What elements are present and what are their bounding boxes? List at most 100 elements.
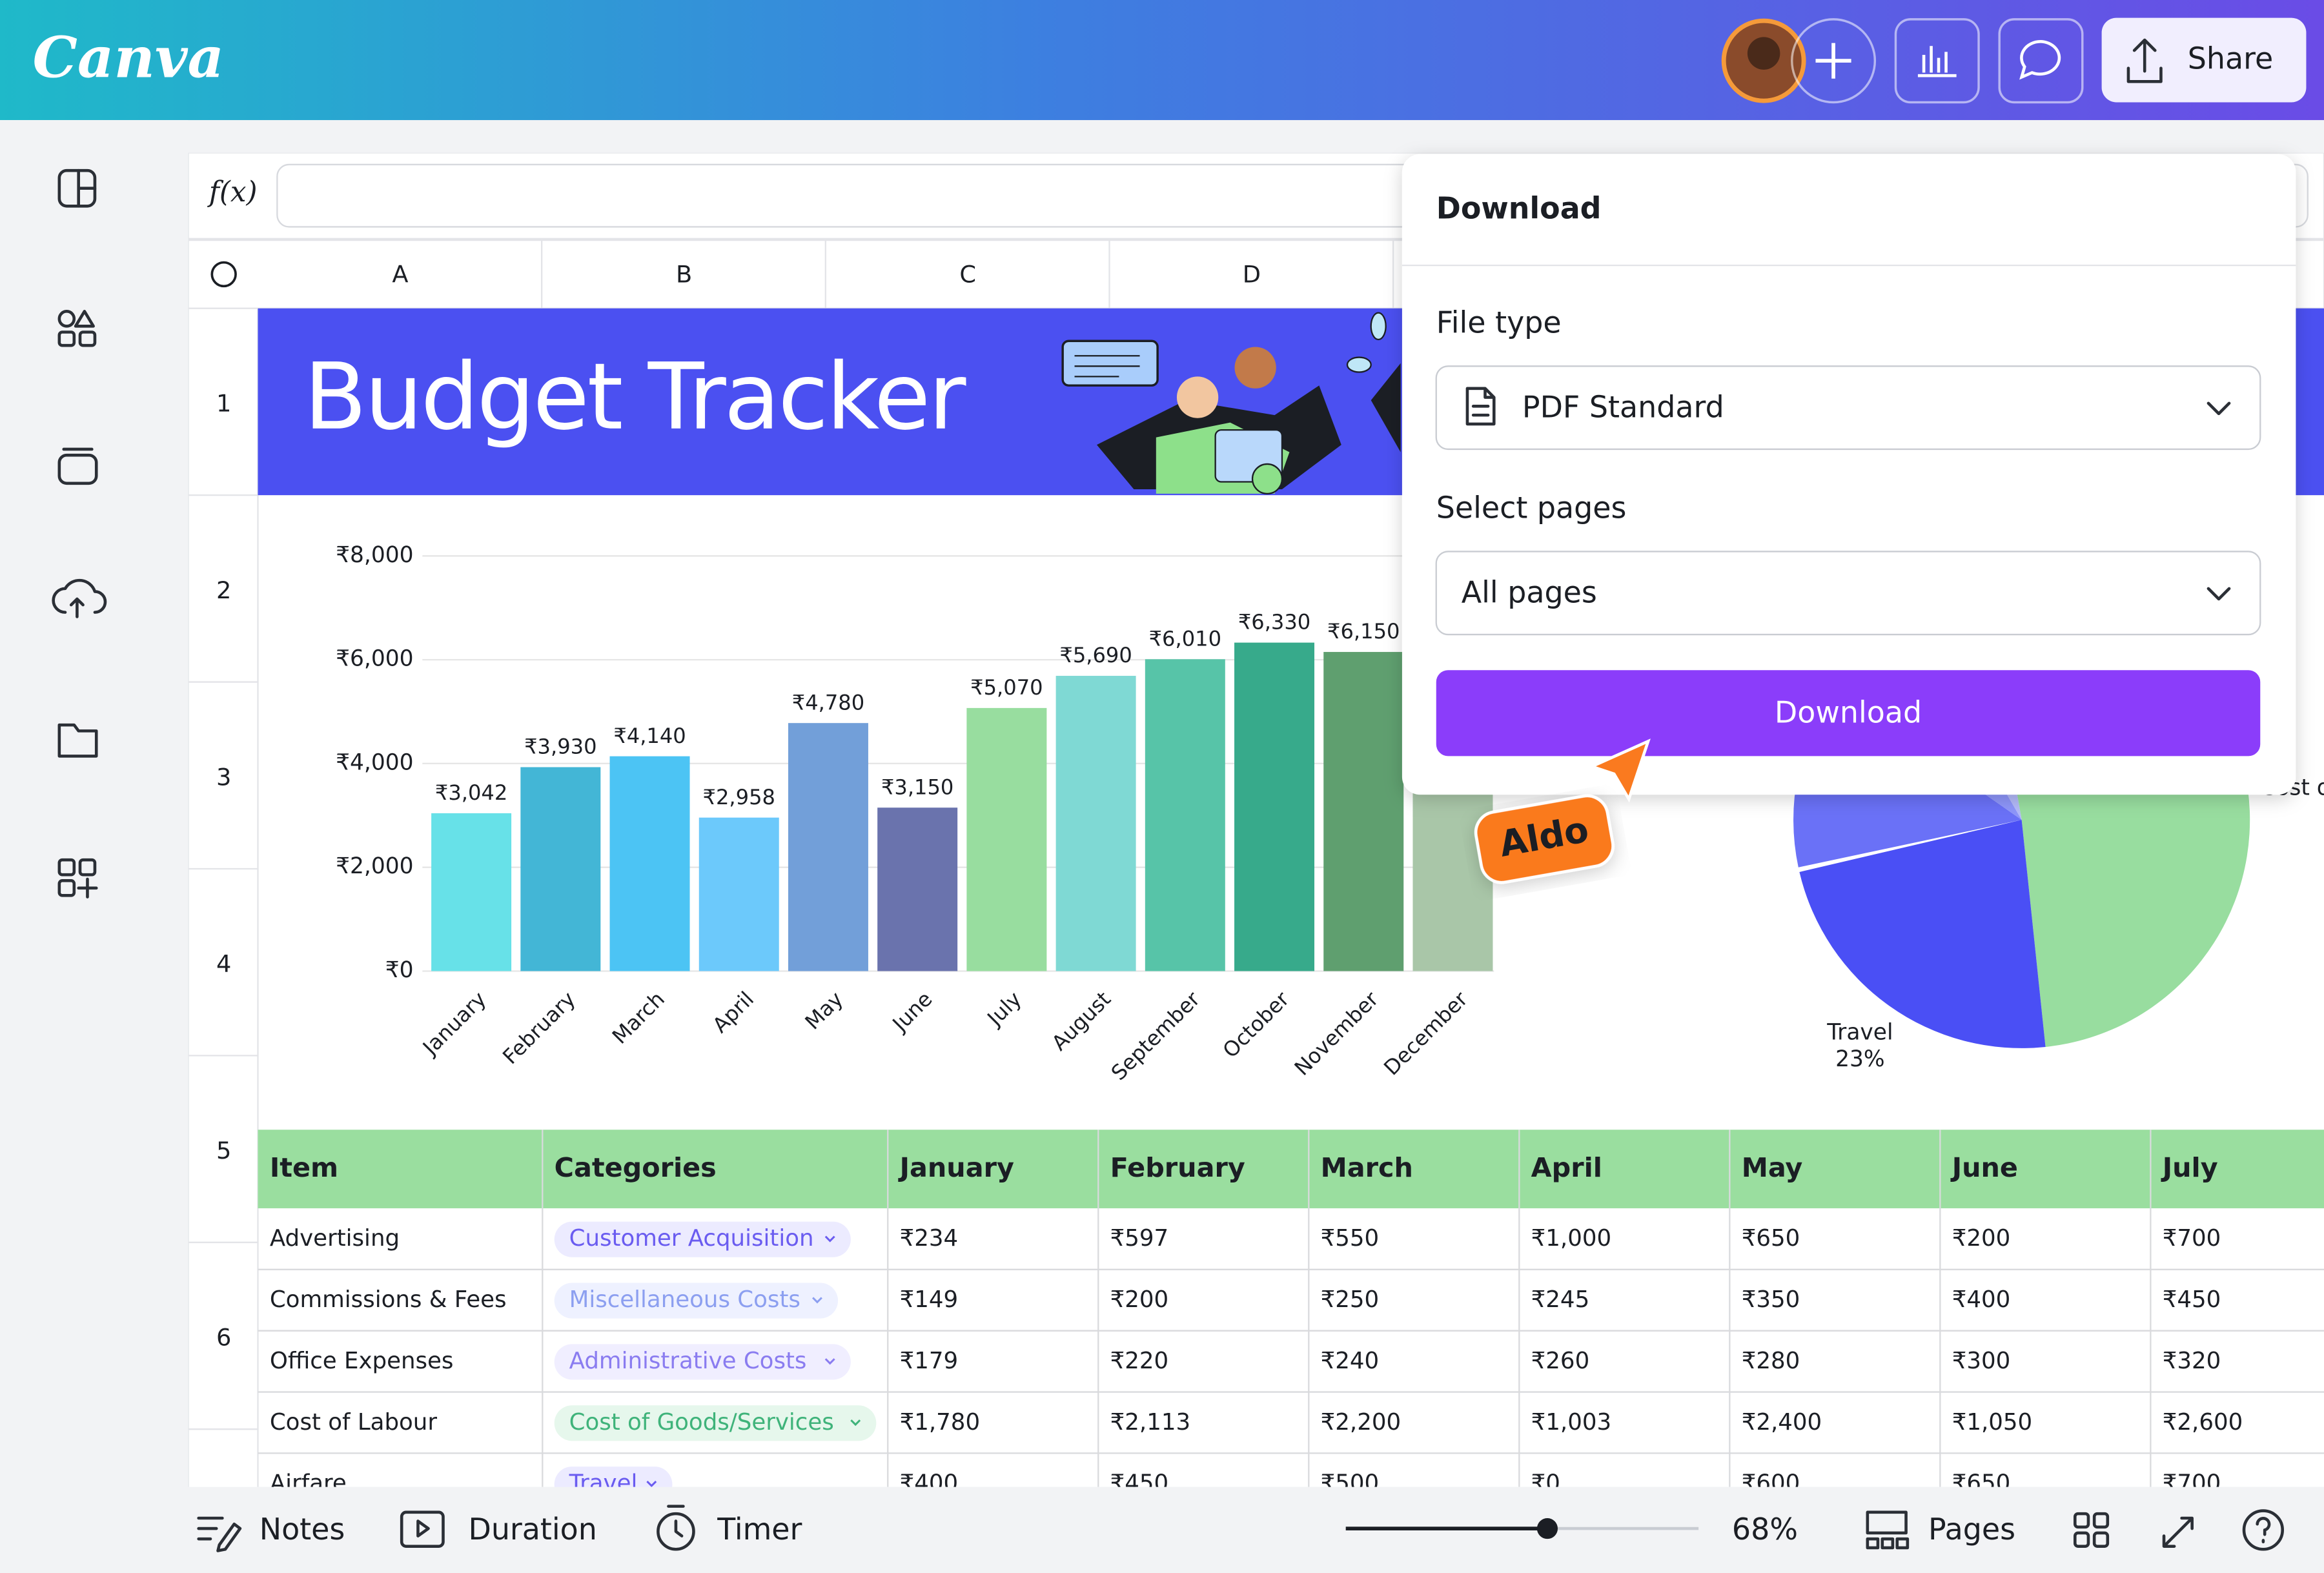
table-cell: ₹179: [900, 1348, 959, 1374]
table-cell: ₹650: [1952, 1470, 2011, 1497]
category-chip[interactable]: [554, 1221, 851, 1257]
apps-icon[interactable]: [57, 858, 76, 877]
pages-label: Select pages: [1436, 491, 1627, 525]
column-header[interactable]: A: [392, 261, 408, 289]
file-icon: [1465, 387, 1496, 426]
comment-button[interactable]: [1998, 18, 2084, 104]
row-header[interactable]: 2: [216, 576, 231, 604]
chip-chevron: [824, 1358, 835, 1365]
value-label: ₹2,958: [703, 785, 775, 809]
row-header[interactable]: 5: [216, 1137, 231, 1164]
table-cell: ₹1,780: [900, 1409, 980, 1436]
table-header-row: [258, 1130, 2324, 1208]
sidebar-icons: [52, 168, 107, 898]
avatar-face: [1747, 37, 1780, 70]
table-cell: ₹240: [1321, 1348, 1380, 1374]
value-label: ₹3,150: [881, 775, 953, 799]
chip-chevron: [646, 1480, 657, 1487]
value-label: ₹3,930: [524, 735, 596, 759]
uploads-icon[interactable]: [52, 578, 107, 618]
table-cell: ₹200: [1952, 1225, 2011, 1252]
value-label: ₹6,150: [1327, 619, 1400, 644]
value-label: ₹3,042: [435, 780, 507, 805]
category-chip[interactable]: [554, 1405, 877, 1441]
y-tick-label: ₹8,000: [336, 542, 413, 568]
cursor-arrow: [1587, 738, 1651, 803]
timer-button[interactable]: Timer: [717, 1512, 802, 1547]
table-cell: ₹2,113: [1110, 1409, 1190, 1436]
pages-button[interactable]: Pages: [1928, 1512, 2015, 1547]
y-tick-label: ₹2,000: [336, 853, 413, 879]
footer: [0, 1487, 2324, 1573]
footer-icons: [197, 1505, 2285, 1552]
share-icon: [2126, 38, 2163, 83]
table-header-cell: Categories: [555, 1152, 717, 1183]
row-header[interactable]: 6: [216, 1324, 231, 1352]
y-tick-label: ₹6,000: [336, 646, 413, 672]
value-label: ₹6,330: [1238, 610, 1310, 634]
bar: [698, 817, 779, 971]
bar: [1234, 642, 1315, 971]
banner-illustration: [1061, 312, 1401, 495]
chevron: [2207, 401, 2231, 416]
table-cell: ₹1,000: [1531, 1225, 1611, 1252]
sidebar: [0, 120, 189, 1487]
table-cell: ₹234: [900, 1225, 959, 1252]
table-header-cell: July: [2161, 1152, 2218, 1183]
table-cell: ₹280: [1742, 1348, 1800, 1374]
table-header-cell: April: [1531, 1152, 1602, 1183]
add-icon: [1815, 43, 1851, 79]
logo[interactable]: Canva: [33, 24, 225, 90]
row-header[interactable]: 3: [216, 763, 231, 791]
brand-icon[interactable]: [57, 453, 98, 485]
projects-icon[interactable]: [57, 723, 98, 758]
table-cell: ₹0: [1531, 1470, 1560, 1497]
category-chip[interactable]: [554, 1283, 839, 1319]
category-chip-label: Administrative Costs: [569, 1348, 807, 1374]
row-header[interactable]: 4: [216, 950, 231, 978]
download-button[interactable]: [1436, 670, 2261, 756]
category-chip[interactable]: [554, 1466, 673, 1502]
zoom-level[interactable]: 68%: [1732, 1512, 1798, 1547]
file-type-select[interactable]: [1435, 365, 2261, 451]
file-type-label: File type: [1436, 305, 1562, 340]
table-header-cell: January: [898, 1152, 1014, 1183]
column-header[interactable]: B: [676, 261, 692, 289]
elements-icon[interactable]: [57, 310, 76, 328]
zoom-handle[interactable]: [1536, 1518, 1558, 1539]
value-label: ₹5,070: [970, 675, 1043, 700]
table-cell: ₹2,400: [1742, 1409, 1822, 1436]
select-all[interactable]: [210, 261, 237, 288]
y-tick-label: ₹0: [385, 957, 414, 983]
bar: [788, 723, 868, 971]
bar: [1055, 676, 1136, 971]
value-label: ₹4,140: [613, 724, 686, 748]
notes-button[interactable]: Notes: [260, 1512, 345, 1547]
table-cell: ₹2,200: [1321, 1409, 1401, 1436]
insights-icon: [1917, 46, 1957, 77]
table-cell: ₹1,050: [1952, 1409, 2032, 1436]
pie-value-label: 23%: [1835, 1046, 1885, 1072]
table-header-cell: March: [1321, 1152, 1413, 1183]
banner-title: Budget Tracker: [304, 343, 966, 451]
insights-button[interactable]: [1894, 18, 1980, 104]
table-header-cell: Item: [270, 1152, 338, 1183]
value-label: ₹4,780: [792, 690, 864, 715]
add-button[interactable]: [1791, 18, 1877, 104]
table-cell: ₹597: [1110, 1225, 1169, 1252]
bar: [1323, 652, 1404, 971]
panel-title: Download: [1436, 191, 1602, 226]
y-tick-label: ₹4,000: [336, 749, 413, 775]
duration-button[interactable]: Duration: [469, 1512, 597, 1547]
category-chip[interactable]: [554, 1344, 851, 1380]
pages-select[interactable]: [1435, 551, 2261, 636]
column-header[interactable]: D: [1243, 261, 1261, 289]
column-header[interactable]: C: [959, 261, 976, 289]
table-cell: ₹2,600: [2163, 1409, 2243, 1436]
category-chip-label: Cost of Goods/Services: [569, 1409, 834, 1436]
chip-chevron: [850, 1419, 861, 1426]
row-header[interactable]: 1: [216, 390, 231, 418]
category-chip-label: Miscellaneous Costs: [569, 1286, 800, 1313]
